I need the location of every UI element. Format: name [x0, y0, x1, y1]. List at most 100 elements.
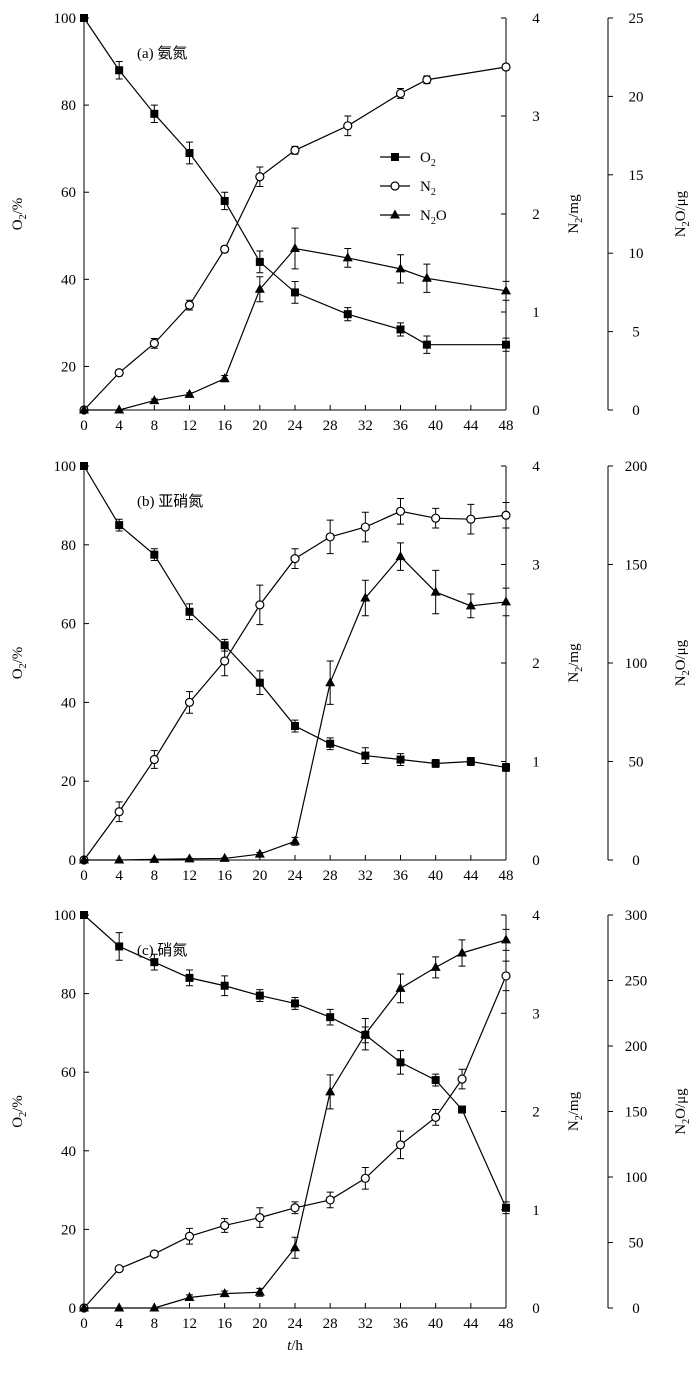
- data-point-circle: [290, 1203, 300, 1213]
- x-tick-label: 4: [115, 868, 123, 884]
- panel-label: (b) 亚硝氮: [137, 493, 203, 510]
- left-tick-label: 80: [61, 98, 76, 114]
- series-triangle: [79, 227, 511, 414]
- data-point-circle: [220, 1220, 230, 1231]
- right2-tick-label: 0: [632, 1301, 640, 1317]
- right2-tick-label: 250: [625, 974, 648, 990]
- right1-tick-label: 2: [532, 207, 540, 223]
- data-point-circle: [325, 1195, 335, 1205]
- series-triangle: [79, 928, 511, 1312]
- right2-tick-label: 100: [625, 656, 648, 672]
- data-point-circle: [325, 532, 335, 542]
- left-tick-label: 60: [61, 617, 76, 633]
- data-point-triangle: [114, 854, 125, 864]
- data-point-circle: [220, 656, 230, 666]
- right2-tick-label: 15: [629, 168, 644, 184]
- chart-panel-c: 0 4 8 12 16 20 24 28 32 36 40 44 4802040608010001234…: [10, 908, 692, 1332]
- left-tick-label: 100: [54, 908, 77, 924]
- data-point-circle: [114, 368, 124, 378]
- legend-marker-square: [391, 153, 399, 161]
- left-tick-label: 40: [61, 272, 76, 288]
- data-point-circle: [184, 300, 195, 310]
- data-point-square: [396, 1058, 405, 1067]
- right1-tick-label: 3: [532, 109, 540, 125]
- data-point-square: [80, 462, 88, 470]
- x-tick-label: 0: [80, 868, 88, 884]
- data-point-triangle: [254, 1286, 265, 1296]
- panel-label: (a) 氨氮: [137, 45, 187, 62]
- right2-tick-label: 20: [629, 89, 644, 105]
- data-point-square: [150, 958, 159, 967]
- data-point-square: [185, 607, 194, 616]
- data-point-circle: [114, 1264, 124, 1274]
- legend-label-square: O2: [420, 150, 436, 169]
- x-axis-label: t/h: [287, 1338, 303, 1354]
- right2-axis-label: N2O/μg: [673, 190, 692, 237]
- x-tick-label: 28: [323, 868, 338, 884]
- right2-tick-label: 50: [629, 755, 644, 771]
- data-point-square: [150, 550, 159, 559]
- data-point-circle: [457, 1074, 467, 1084]
- data-point-square: [458, 1105, 467, 1114]
- left-axis-label-sub: 2: [18, 663, 29, 668]
- data-point-square: [291, 288, 299, 297]
- right1-axis-label-sub: 2: [574, 218, 585, 223]
- x-tick-label: 40: [428, 418, 443, 434]
- data-point-square: [502, 1203, 510, 1212]
- data-point-triangle: [395, 551, 406, 561]
- right1-tick-label: 3: [532, 1006, 540, 1022]
- left-axis-label-main: O: [10, 1117, 26, 1128]
- data-point-square: [80, 911, 88, 919]
- chart-panel-b: 0 4 8 12 16 20 24 28 32 36 40 44 4802040608010001234…: [10, 459, 692, 884]
- right2-axis-label: N2O/μg: [673, 1088, 692, 1135]
- left-axis-label-main: O: [10, 219, 26, 230]
- data-point-square: [291, 999, 299, 1008]
- data-point-square: [431, 1076, 440, 1085]
- data-point-triangle: [114, 404, 125, 414]
- right1-tick-label: 1: [532, 755, 540, 771]
- right1-tick-label: 2: [532, 1105, 540, 1121]
- x-tick-label: 36: [393, 868, 409, 884]
- left-tick-label: 0: [69, 1301, 77, 1317]
- right1-tick-label: 0: [532, 1301, 540, 1317]
- data-point-circle: [501, 510, 511, 520]
- data-point-triangle: [501, 934, 511, 944]
- right1-tick-label: 0: [532, 403, 540, 419]
- left-axis-label: O2/%: [10, 647, 29, 680]
- right2-tick-label: 25: [629, 11, 644, 27]
- data-point-square: [396, 755, 405, 764]
- right1-tick-label: 4: [532, 11, 540, 27]
- x-tick-label: 32: [358, 418, 373, 434]
- right2-axis-label-rest: O/μg: [673, 1088, 689, 1119]
- x-tick-label: 40: [428, 1316, 443, 1332]
- x-tick-label: 24: [288, 868, 304, 884]
- right1-tick-label: 0: [532, 853, 540, 869]
- right1-tick-label: 1: [532, 1203, 540, 1219]
- x-tick-label: 4: [115, 1316, 123, 1332]
- data-point-circle: [290, 145, 300, 155]
- data-point-square: [361, 751, 370, 760]
- right2-tick-label: 300: [625, 908, 648, 924]
- data-point-circle: [431, 1112, 441, 1122]
- data-point-triangle: [325, 677, 336, 687]
- legend-label-triangle: N2O: [420, 208, 447, 227]
- data-point-circle: [422, 75, 432, 85]
- data-point-triangle: [149, 853, 160, 863]
- data-point-circle: [290, 553, 300, 564]
- left-axis-label-sub: 2: [18, 1112, 29, 1117]
- data-point-triangle: [501, 285, 511, 295]
- right1-axis-label: N2/mg: [566, 1091, 585, 1131]
- data-point-circle: [114, 807, 124, 817]
- left-axis-label-sub: 2: [18, 214, 29, 219]
- data-point-triangle: [465, 600, 476, 610]
- left-tick-label: 60: [61, 185, 76, 201]
- x-tick-label: 16: [217, 1316, 233, 1332]
- right2-tick-label: 50: [629, 1236, 644, 1252]
- data-point-square: [422, 340, 431, 349]
- data-point-triangle: [360, 1028, 371, 1038]
- data-point-circle: [220, 244, 230, 254]
- x-tick-label: 20: [252, 1316, 267, 1332]
- data-point-triangle: [184, 1292, 195, 1302]
- data-point-square: [291, 722, 299, 731]
- data-point-circle: [431, 513, 441, 523]
